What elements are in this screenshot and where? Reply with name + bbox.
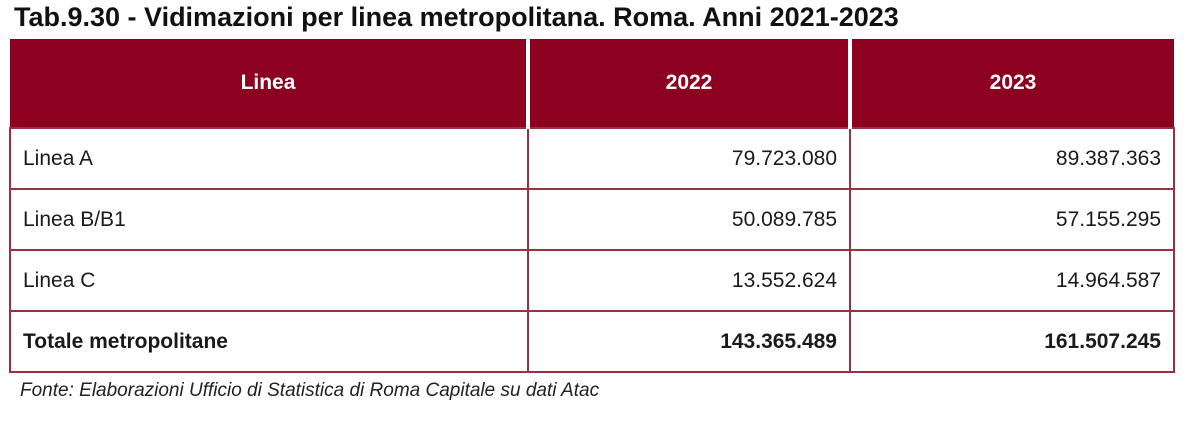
header-cell-linea: Linea (10, 39, 530, 128)
value-2023: 14.964.587 (849, 249, 1175, 312)
value-2022: 13.552.624 (527, 249, 851, 312)
value-2022: 79.723.080 (527, 127, 851, 190)
table-row: Linea B/B1 50.089.785 57.155.295 (9, 188, 1175, 251)
total-value-2022: 143.365.489 (527, 310, 851, 373)
header-row: Linea 2022 2023 (10, 39, 1174, 128)
source-note: Fonte: Elaborazioni Ufficio di Statistic… (20, 380, 600, 401)
total-row: Totale metropolitane 143.365.489 161.507… (9, 310, 1175, 373)
table-header: Linea 2022 2023 (10, 39, 1174, 128)
value-2023: 57.155.295 (849, 188, 1175, 251)
total-label: Totale metropolitane (9, 310, 529, 373)
value-2022: 50.089.785 (527, 188, 851, 251)
header-cell-2022: 2022 (528, 39, 852, 128)
table-row: Linea A 79.723.080 89.387.363 (9, 127, 1175, 190)
total-value-2023: 161.507.245 (849, 310, 1175, 373)
table-row: Linea C 13.552.624 14.964.587 (9, 249, 1175, 312)
table-body: Linea A 79.723.080 89.387.363 Linea B/B1… (9, 127, 1175, 373)
value-2023: 89.387.363 (849, 127, 1175, 190)
header-cell-2023: 2023 (850, 39, 1174, 128)
row-label: Linea B/B1 (9, 188, 529, 251)
table-title: Tab.9.30 - Vidimazioni per linea metropo… (14, 2, 899, 32)
row-label: Linea A (9, 127, 529, 190)
row-label: Linea C (9, 249, 529, 312)
data-table: Linea 2022 2023 Linea A 79.723.080 89.38… (9, 39, 1175, 373)
